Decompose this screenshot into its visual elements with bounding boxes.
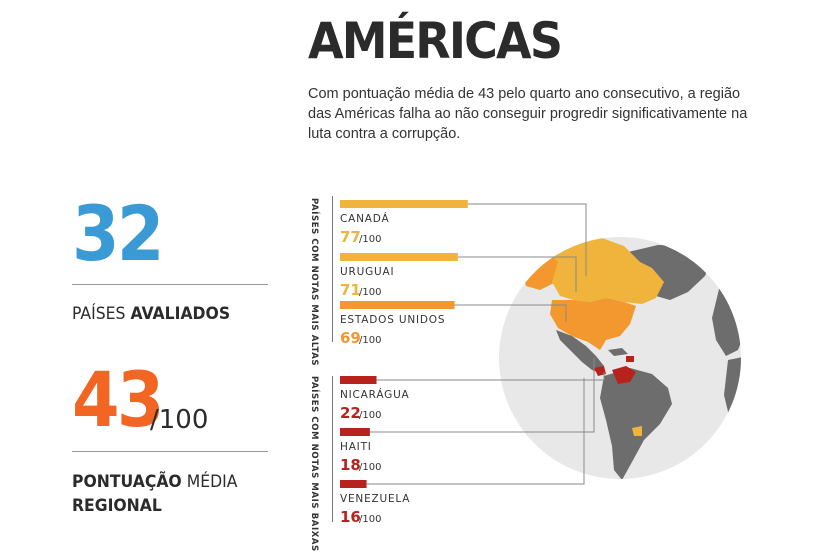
haiti-shape — [626, 356, 634, 362]
bottom-group-line — [332, 376, 333, 522]
uruguay-shape — [632, 426, 642, 436]
score-denominator: /100 — [359, 335, 381, 346]
countries-label-bold: AVALIADOS — [130, 304, 231, 324]
country-label: VENEZUELA — [340, 493, 410, 505]
score-value: 22 — [340, 404, 361, 422]
score-value: 16 — [340, 508, 361, 526]
divider — [72, 451, 268, 452]
bar-1 — [340, 200, 468, 208]
globe-ocean — [499, 237, 741, 479]
average-label-bold: PONTUAÇÃO — [72, 472, 182, 492]
venezuela-shape — [612, 366, 636, 384]
page-subtitle: Com pontuação média de 43 pelo quarto an… — [308, 86, 748, 142]
bar-5 — [340, 428, 370, 436]
score-value: 71 — [340, 281, 361, 299]
bars-layer: CANADÁ 77/100 URUGUAI 71/100 ESTADOS UNIDOS 6… — [340, 200, 605, 526]
page-title: AMÉRICAS — [308, 12, 563, 70]
regional-average-label: PONTUAÇÃO MÉDIA REGIONAL — [72, 470, 237, 518]
regional-average-value: 43 — [72, 355, 164, 444]
bar-2 — [340, 253, 458, 261]
average-label-bold-2: REGIONAL — [72, 496, 162, 516]
connector-line — [454, 304, 567, 322]
score-denominator: /100 — [359, 287, 381, 298]
countries-evaluated-value: 32 — [72, 189, 164, 278]
score-denominator: /100 — [359, 234, 381, 245]
connector-line — [457, 256, 577, 292]
bar-3 — [340, 301, 455, 309]
average-label-plain: MÉDIA — [181, 472, 238, 492]
countries-evaluated-label: PAÍSES AVALIADOS — [72, 302, 230, 326]
score-value: 69 — [340, 329, 361, 347]
connector-line — [376, 372, 605, 381]
score-value: 18 — [340, 456, 361, 474]
regional-average-denominator: /100 — [150, 405, 209, 435]
country-label: HAITI — [340, 441, 372, 453]
globe-map — [499, 237, 741, 479]
country-label: CANADÁ — [340, 212, 389, 225]
divider — [72, 284, 268, 285]
top-group-line — [332, 196, 333, 342]
south-america-shape — [600, 368, 672, 479]
score-denominator: /100 — [359, 514, 381, 525]
country-label: ESTADOS UNIDOS — [340, 314, 445, 326]
bar-6 — [340, 480, 367, 488]
score-denominator: /100 — [359, 462, 381, 473]
countries-label-plain: PAÍSES — [72, 304, 131, 324]
usa-shape — [550, 298, 636, 350]
connector-line — [366, 378, 585, 485]
africa-shape — [724, 356, 741, 430]
nicaragua-shape — [594, 366, 606, 376]
mexico-shape — [556, 330, 604, 374]
scores-chart: CANADÁ 77/100 URUGUAI 71/100 ESTADOS UNIDOS 6… — [340, 200, 741, 526]
canada-shape — [548, 238, 664, 304]
caribbean-shape — [608, 348, 628, 356]
country-label: URUGUAI — [340, 266, 394, 278]
connector-line — [467, 203, 587, 276]
score-value: 77 — [340, 228, 361, 246]
connector-line — [369, 358, 595, 433]
country-label: NICARÁGUA — [340, 388, 410, 401]
bar-4 — [340, 376, 377, 384]
score-denominator: /100 — [359, 410, 381, 421]
